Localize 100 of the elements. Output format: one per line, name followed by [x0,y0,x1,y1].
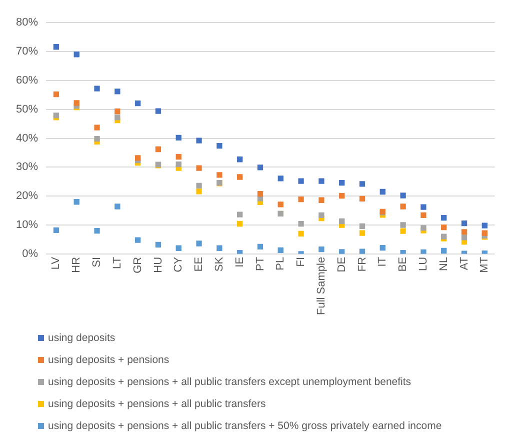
point [196,182,202,189]
x-tick-label: HU [152,256,164,273]
point [176,245,182,251]
point [441,224,447,230]
point [400,250,406,254]
point [359,230,366,236]
x-tick-label: IE [234,256,246,268]
y-tick-label: 40% [16,132,38,144]
point [318,197,324,203]
point [237,212,243,218]
point [400,192,406,198]
x-tick-label: MT [478,256,491,273]
point [237,174,243,180]
y-tick-label: 60% [16,74,38,86]
point [53,91,60,98]
point [216,172,222,178]
point [482,222,488,228]
point [298,221,304,227]
x-tick-label: EE [193,256,206,272]
point [216,245,222,251]
point [135,100,141,106]
point [339,192,345,199]
x-tick-label: LV [50,256,62,270]
x-tick-label: LU [417,256,430,271]
point [196,138,202,144]
point [339,218,345,224]
point [400,204,406,210]
point [298,178,304,184]
x-tick-label: FI [295,256,308,267]
point [318,246,324,252]
point [74,52,80,58]
y-tick-label: 50% [16,103,38,116]
point [420,249,426,254]
x-tick-label: SI [91,256,104,268]
legend-label: using deposits + pensions + all public transfers + 50% gross privately earned income [48,420,442,432]
point [257,244,264,250]
point [176,154,182,160]
point [155,242,162,248]
point [53,44,60,50]
y-tick-label: 80% [16,16,38,29]
legend-label: using deposits + pensions + all public transfers except unemployment benefits [48,376,412,388]
x-tick-label: CY [172,256,185,272]
x-tick-label: DE [336,256,348,272]
legend-label: using deposits + pensions + all public transfers [48,398,266,410]
point [278,247,284,253]
point [94,228,100,234]
point [380,245,386,251]
x-tick-label: PT [254,256,266,271]
x-tick-label: AT [458,256,470,270]
point [196,165,202,171]
point [400,222,406,228]
point [278,202,284,208]
point [298,196,304,202]
point [257,190,264,197]
legend-label: using deposits + pensions [48,354,170,366]
point [114,108,120,114]
point [359,196,366,202]
y-tick-label: 20% [16,190,38,202]
point [176,134,182,141]
point [114,114,120,120]
point [135,155,141,161]
point [339,180,345,186]
point [237,156,243,162]
y-tick-label: 10% [16,219,38,232]
point [318,178,324,184]
y-tick-label: 70% [16,46,38,58]
point [318,212,324,218]
point [441,248,447,254]
point [94,86,100,92]
x-tick-label: LT [111,256,124,269]
point [94,136,100,142]
x-tick-label: Full Sample [315,256,328,315]
point [298,230,304,237]
point [155,108,162,114]
legend-label: using deposits [48,332,116,344]
point [114,204,120,210]
x-tick-label: SK [213,256,226,272]
point [53,227,60,234]
point [359,181,366,187]
point [339,249,345,254]
point [420,225,426,231]
point [380,188,386,195]
point [94,124,100,130]
x-tick-label: NL [438,256,450,271]
point [359,223,366,229]
point [237,221,243,227]
point [196,188,202,194]
x-tick-label: PL [274,256,287,270]
x-tick-label: HR [70,256,83,273]
point [278,176,284,182]
point [482,230,488,236]
point [196,240,202,246]
point [135,237,141,243]
y-tick-label: 0% [22,248,38,260]
point [176,161,182,168]
point [461,229,468,235]
point [155,146,162,152]
point [74,199,80,205]
point [257,164,264,170]
point [400,228,406,234]
